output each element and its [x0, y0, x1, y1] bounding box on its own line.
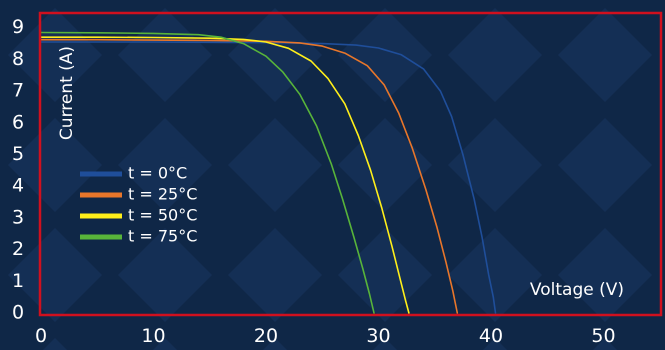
y-axis-ticks: 0 1 2 3 4 5 6 7 8 9: [12, 16, 24, 323]
y-tick-label: 8: [12, 48, 24, 70]
legend-label-3: t = 75°C: [128, 227, 197, 246]
y-tick-label: 4: [12, 175, 24, 197]
y-axis-label: Current (A): [57, 46, 77, 140]
x-tick-label: 20: [254, 325, 278, 347]
legend-label-0: t = 0°C: [128, 164, 187, 183]
legend-label-1: t = 25°C: [128, 185, 197, 204]
y-tick-label: 0: [12, 302, 24, 324]
x-tick-label: 30: [366, 325, 390, 347]
y-tick-label: 3: [12, 206, 24, 228]
x-tick-label: 50: [591, 325, 615, 347]
y-tick-label: 6: [12, 111, 24, 133]
series-line-3: [40, 31, 375, 314]
series-lines: [40, 31, 497, 314]
x-axis-label: Voltage (V): [530, 280, 624, 300]
y-tick-label: 9: [12, 16, 24, 38]
y-tick-label: 5: [12, 143, 24, 165]
series-line-0: [40, 41, 497, 314]
plot-frame: [38, 11, 663, 317]
x-tick-label: 40: [479, 325, 503, 347]
series-line-2: [40, 36, 410, 314]
y-tick-label: 1: [12, 270, 24, 292]
y-tick-label: 7: [12, 80, 24, 102]
legend: t = 0°C t = 25°C t = 50°C t = 75°C: [80, 164, 197, 246]
y-tick-label: 2: [12, 238, 24, 260]
series-line-1: [40, 38, 459, 314]
x-tick-label: 10: [141, 325, 165, 347]
x-tick-label: 0: [35, 325, 47, 347]
x-axis-ticks: 0 10 20 30 40 50: [35, 325, 616, 347]
legend-label-2: t = 50°C: [128, 206, 197, 225]
